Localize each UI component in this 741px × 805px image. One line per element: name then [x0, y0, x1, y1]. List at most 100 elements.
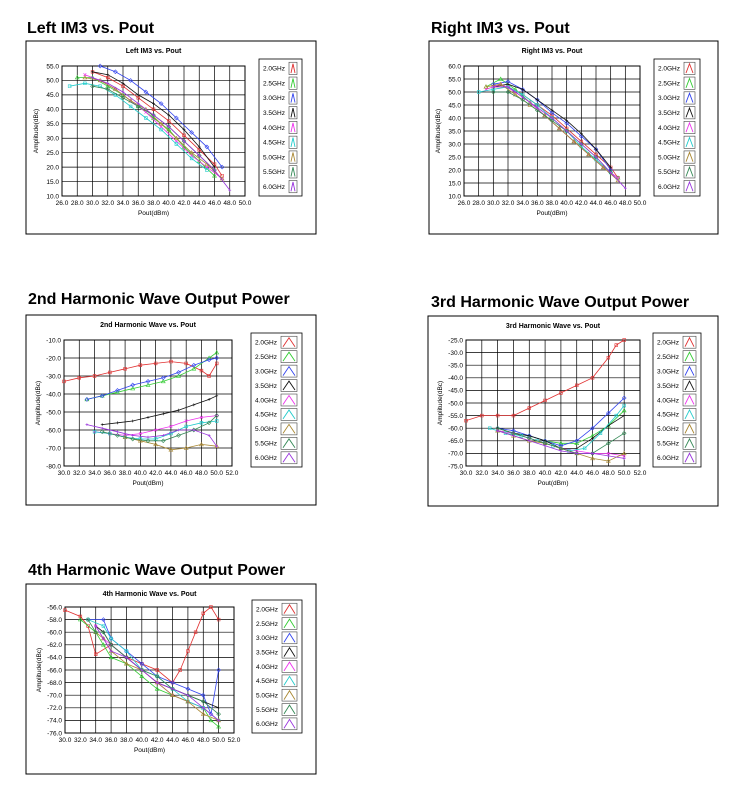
- y-tick-label: 50.0: [46, 78, 59, 85]
- data-point: [212, 167, 217, 173]
- x-tick-label: 42.0: [151, 737, 164, 744]
- legend-label: 2.0GHz: [256, 606, 278, 613]
- data-point: [527, 406, 531, 410]
- data-point: [586, 151, 592, 157]
- legend-label: 3.0GHz: [256, 635, 278, 642]
- data-point: [145, 379, 151, 384]
- data-point: [200, 711, 206, 716]
- data-point: [91, 76, 94, 79]
- y-axis-label: Amplitude(dBc): [35, 381, 42, 425]
- series-line: [465, 339, 625, 421]
- data-point: [505, 89, 511, 95]
- y-tick-label: 55.0: [448, 76, 461, 83]
- legend-line-icon: [290, 63, 296, 74]
- data-point: [158, 121, 164, 126]
- data-point: [108, 370, 112, 375]
- data-point: [621, 430, 627, 436]
- x-tick-label: 46.0: [182, 737, 195, 744]
- data-point: [200, 699, 206, 704]
- legend-label: 6.0GHz: [255, 455, 277, 462]
- data-point: [83, 73, 87, 77]
- data-point: [167, 119, 171, 123]
- data-point: [464, 418, 468, 423]
- data-point: [185, 698, 191, 704]
- data-point: [606, 355, 611, 360]
- data-point: [606, 410, 611, 416]
- data-point: [130, 382, 136, 388]
- legend-line-icon: [685, 77, 694, 88]
- series-line: [99, 65, 223, 168]
- data-point: [91, 70, 94, 74]
- legend-label: 5.0GHz: [657, 426, 679, 433]
- data-point: [152, 113, 155, 117]
- data-point: [622, 338, 626, 342]
- legend-swatch: [288, 61, 298, 75]
- x-tick-label: 44.0: [570, 470, 583, 477]
- x-tick-label: 50.0: [239, 200, 252, 207]
- legend-line-icon: [282, 409, 296, 420]
- x-tick-label: 32.0: [475, 470, 488, 477]
- data-point: [153, 361, 158, 366]
- data-point: [543, 398, 547, 403]
- x-tick-label: 48.0: [195, 470, 208, 477]
- legend-label: 3.0GHz: [657, 368, 679, 375]
- data-point: [197, 145, 201, 149]
- data-point: [167, 113, 171, 117]
- legend-line-icon: [290, 78, 296, 88]
- y-axis-label: Amplitude(dBc): [435, 109, 442, 153]
- x-tick-label: 28.0: [71, 200, 84, 207]
- data-point: [614, 343, 618, 347]
- data-point: [543, 444, 547, 448]
- data-point: [84, 397, 90, 402]
- data-point: [151, 107, 156, 112]
- data-point: [176, 373, 181, 378]
- x-tick-label: 30.0: [86, 200, 99, 207]
- data-point: [609, 166, 613, 169]
- series-5.5GHz: [495, 425, 627, 456]
- y-tick-label: -55.0: [448, 413, 463, 420]
- data-point: [159, 125, 163, 129]
- data-point: [590, 451, 595, 456]
- data-point: [160, 375, 166, 381]
- x-tick-label: 32.0: [502, 200, 515, 207]
- legend-swatch: [683, 135, 696, 149]
- series-line: [92, 77, 231, 191]
- x-tick-label: 32.0: [73, 470, 86, 477]
- x-tick-label: 30.0: [487, 200, 500, 207]
- right-im3-section-title: Right IM3 vs. Pout: [431, 20, 570, 37]
- y-axis-label: Amplitude(dBc): [437, 381, 444, 425]
- data-point: [159, 127, 163, 132]
- data-point: [215, 419, 219, 423]
- x-tick-label: 48.0: [223, 200, 236, 207]
- data-point: [146, 435, 150, 439]
- legend-label: 2.5GHz: [658, 80, 680, 87]
- data-point: [550, 116, 554, 120]
- legend-swatch: [281, 631, 298, 645]
- series-line: [84, 77, 223, 179]
- data-point: [550, 108, 554, 112]
- data-point: [136, 102, 140, 105]
- legend-label: 4.0GHz: [255, 397, 277, 404]
- x-tick-label: 48.0: [197, 737, 210, 744]
- data-point: [207, 398, 211, 401]
- data-point: [186, 693, 190, 697]
- legend-label: 3.0GHz: [255, 368, 277, 375]
- data-point: [83, 81, 87, 86]
- series-line: [493, 86, 626, 189]
- legend-swatch: [682, 350, 697, 363]
- data-point: [208, 717, 214, 723]
- legend-swatch: [288, 76, 298, 90]
- data-point: [199, 415, 204, 420]
- legend-swatch: [683, 76, 696, 90]
- legend-label: 5.5GHz: [255, 441, 277, 448]
- y-axis-label: Amplitude(dBc): [33, 109, 40, 153]
- legend-swatch: [280, 335, 298, 349]
- data-point: [102, 637, 105, 640]
- x-tick-label: 52.0: [226, 470, 239, 477]
- x-tick-label: 30.0: [59, 737, 72, 744]
- data-point: [116, 421, 119, 425]
- x-tick-label: 50.0: [212, 737, 225, 744]
- y-tick-label: 30.0: [448, 141, 461, 148]
